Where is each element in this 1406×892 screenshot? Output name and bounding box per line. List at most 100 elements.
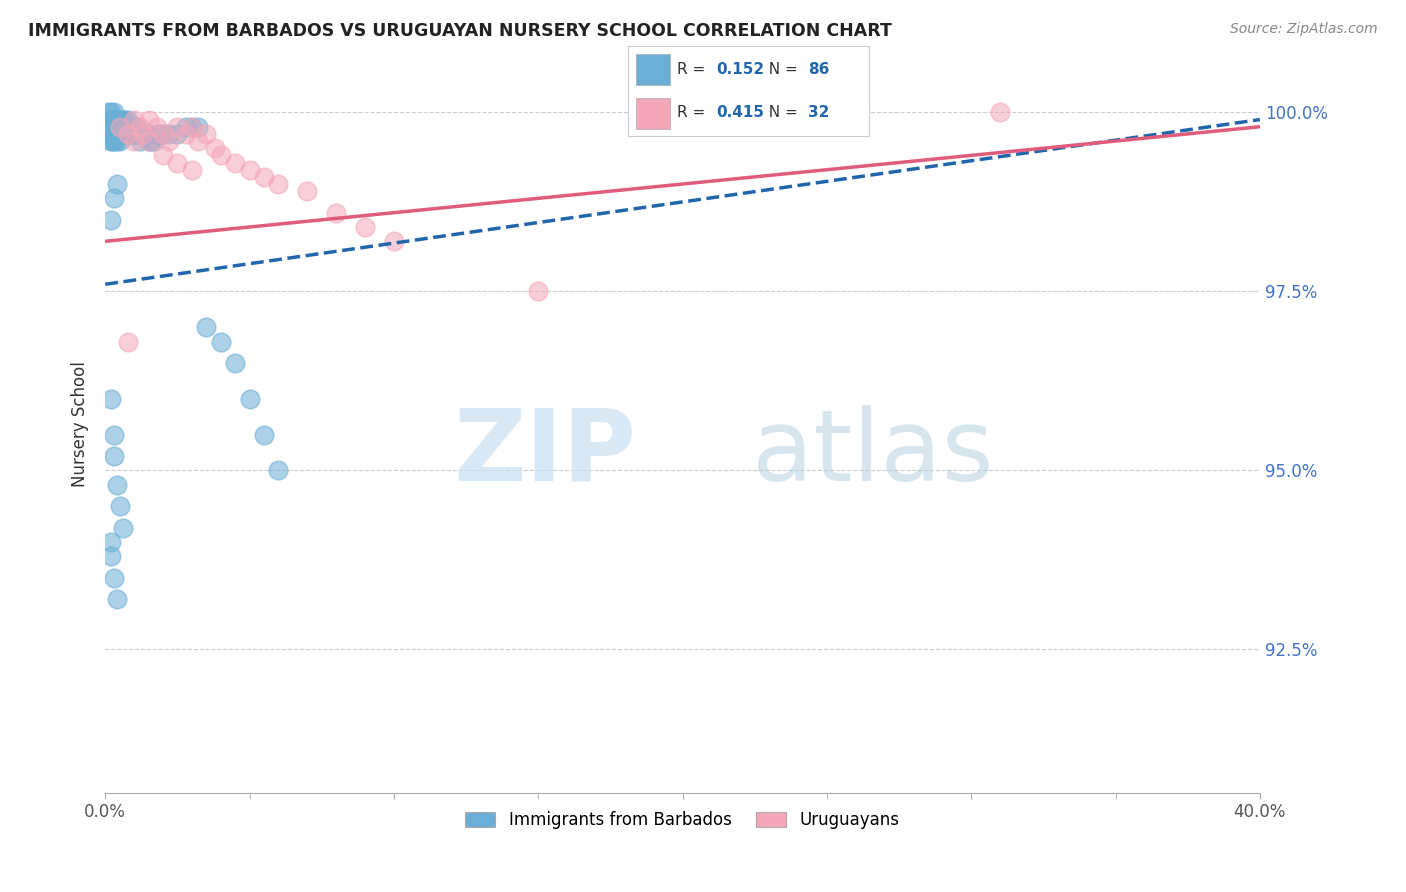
Point [103, 105, 125, 120]
Point [108, 120, 131, 134]
Point [135, 127, 157, 141]
Point [100, 535, 122, 549]
Point [100, 134, 122, 148]
Point [100, 120, 122, 134]
Point [105, 177, 128, 191]
Point [146, 120, 169, 134]
Point [166, 120, 188, 134]
Text: atlas: atlas [752, 405, 994, 502]
Point [117, 334, 139, 349]
Point [103, 134, 125, 148]
Point [174, 127, 197, 141]
Point [238, 392, 260, 406]
Point [105, 477, 128, 491]
Point [97, 120, 120, 134]
Point [111, 120, 134, 134]
Point [152, 148, 174, 162]
Point [125, 127, 148, 141]
Point [103, 427, 125, 442]
Point [105, 120, 128, 134]
Text: 32: 32 [808, 105, 830, 120]
Point [122, 112, 145, 127]
Point [114, 120, 136, 134]
Point [267, 177, 290, 191]
Point [138, 134, 160, 148]
Point [325, 205, 347, 219]
Point [209, 148, 232, 162]
Point [152, 127, 174, 141]
Point [97, 112, 120, 127]
Point [138, 134, 160, 148]
Point [138, 127, 160, 141]
Point [105, 127, 128, 141]
Point [103, 112, 125, 127]
Point [100, 134, 122, 148]
Point [166, 127, 188, 141]
Point [125, 120, 148, 134]
Point [100, 127, 122, 141]
Point [382, 235, 405, 249]
Point [122, 120, 145, 134]
Point [224, 155, 246, 169]
Point [108, 112, 131, 127]
Point [100, 212, 122, 227]
Point [100, 112, 122, 127]
Point [253, 169, 276, 184]
Point [253, 427, 276, 442]
Point [108, 127, 131, 141]
Point [108, 134, 131, 148]
Point [103, 120, 125, 134]
Point [103, 571, 125, 585]
Point [195, 320, 218, 334]
FancyBboxPatch shape [628, 46, 869, 136]
Point [988, 105, 1011, 120]
Point [117, 127, 139, 141]
Point [224, 356, 246, 370]
Point [111, 521, 134, 535]
Text: R =: R = [678, 62, 710, 78]
Point [174, 120, 197, 134]
Point [100, 112, 122, 127]
Point [100, 127, 122, 141]
Point [122, 127, 145, 141]
Point [105, 127, 128, 141]
Point [100, 120, 122, 134]
FancyBboxPatch shape [636, 98, 669, 129]
Text: 0.152: 0.152 [717, 62, 765, 78]
Text: IMMIGRANTS FROM BARBADOS VS URUGUAYAN NURSERY SCHOOL CORRELATION CHART: IMMIGRANTS FROM BARBADOS VS URUGUAYAN NU… [28, 22, 891, 40]
Text: N =: N = [759, 62, 803, 78]
Point [108, 120, 131, 134]
Point [128, 134, 150, 148]
Text: N =: N = [759, 105, 803, 120]
Point [267, 463, 290, 477]
Point [132, 127, 155, 141]
Point [195, 127, 218, 141]
Point [103, 191, 125, 205]
Point [97, 127, 120, 141]
Point [114, 127, 136, 141]
Point [100, 392, 122, 406]
Point [100, 105, 122, 120]
Point [128, 120, 150, 134]
Point [120, 120, 142, 134]
Text: ZIP: ZIP [454, 405, 637, 502]
Point [97, 105, 120, 120]
Point [209, 334, 232, 349]
Point [117, 127, 139, 141]
Point [103, 112, 125, 127]
Point [108, 127, 131, 141]
Point [105, 592, 128, 607]
Point [105, 112, 128, 127]
Point [122, 134, 145, 148]
Point [117, 112, 139, 127]
Point [111, 120, 134, 134]
Point [128, 127, 150, 141]
Point [146, 127, 169, 141]
Point [152, 127, 174, 141]
Point [103, 134, 125, 148]
Point [141, 134, 163, 148]
Point [105, 112, 128, 127]
Point [138, 112, 160, 127]
Text: 86: 86 [808, 62, 830, 78]
Point [108, 120, 131, 134]
